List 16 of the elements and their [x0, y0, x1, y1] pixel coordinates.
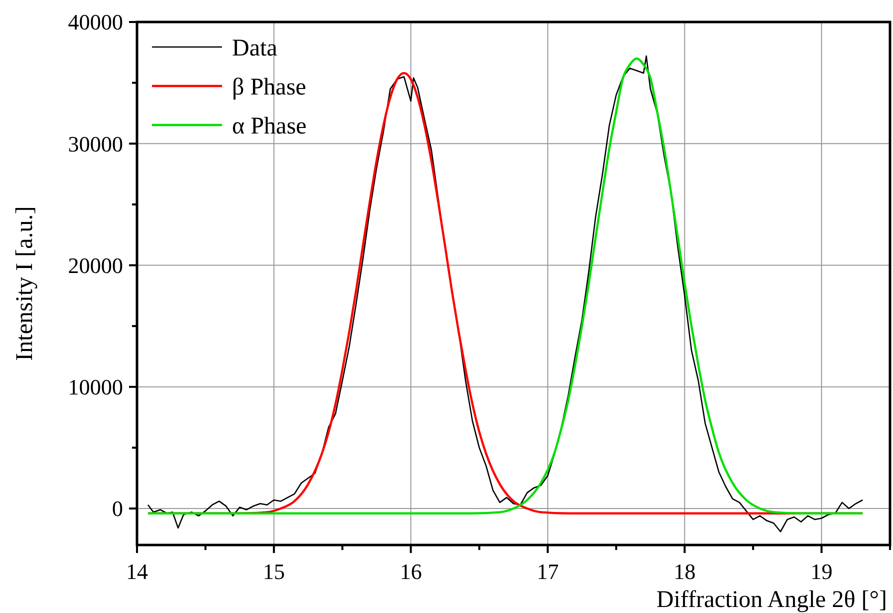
x-tick-label: 15: [262, 559, 285, 584]
y-axis-title: Intensity I [a.u.]: [12, 206, 38, 361]
x-tick-label: 18: [674, 559, 696, 584]
x-tick-label: 14: [126, 559, 148, 584]
x-tick-label: 16: [400, 559, 422, 584]
legend-label: β Phase: [232, 74, 306, 100]
legend-label: Data: [232, 35, 278, 62]
y-tick-label: 10000: [68, 374, 123, 400]
x-tick-label: 17: [536, 559, 559, 584]
x-tick-label: 19: [810, 559, 833, 584]
y-tick-label: 40000: [68, 10, 123, 35]
y-tick-label: 20000: [68, 252, 123, 278]
x-axis-title: Diffraction Angle 2θ [°]: [656, 587, 887, 613]
legend-label: α Phase: [232, 113, 307, 140]
y-tick-label: 30000: [68, 131, 123, 156]
y-tick-label: 0: [112, 496, 123, 522]
